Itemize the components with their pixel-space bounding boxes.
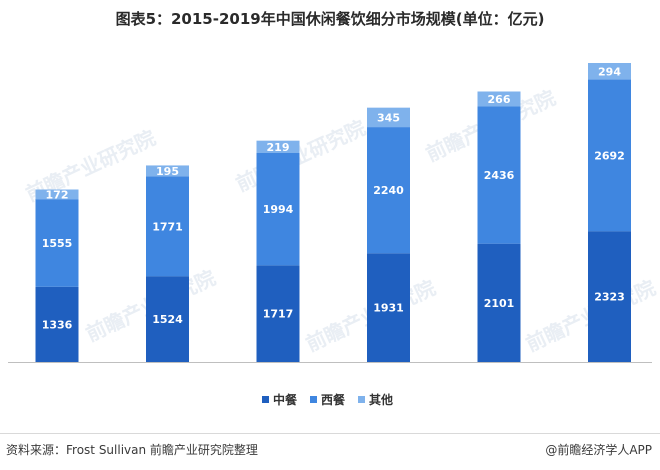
data-label: 1524	[152, 313, 183, 326]
data-label: 2101	[484, 297, 515, 310]
data-label: 2692	[594, 149, 625, 162]
data-label: 345	[377, 111, 400, 124]
bar-segment	[367, 127, 410, 254]
data-label: 1994	[263, 203, 294, 216]
data-label: 219	[267, 141, 290, 154]
bar-segment	[367, 107, 410, 128]
bar-segment	[588, 63, 631, 80]
data-label: 1771	[152, 220, 183, 233]
bar-segment	[146, 276, 189, 362]
data-label: 294	[598, 65, 621, 78]
data-label: 1336	[42, 318, 73, 331]
bar-segment	[256, 265, 300, 362]
legend-label: 西餐	[321, 392, 346, 407]
data-label: 172	[46, 188, 69, 201]
bar-segment	[588, 231, 631, 362]
legend-swatch	[262, 396, 269, 403]
data-label: 195	[156, 165, 179, 178]
bar-segment	[477, 243, 521, 362]
data-label: 1931	[373, 302, 404, 315]
legend-swatch	[358, 396, 365, 403]
chart-title: 图表5：2015-2019年中国休闲餐饮细分市场规模(单位：亿元)	[115, 10, 545, 28]
data-label: 2323	[594, 291, 625, 304]
legend-swatch	[310, 396, 317, 403]
bar-segment	[256, 140, 300, 153]
data-label: 266	[488, 93, 511, 106]
bar-segment	[477, 106, 521, 244]
data-label: 2436	[484, 169, 515, 182]
source-note: 资料来源：Frost Sullivan 前瞻产业研究院整理	[6, 443, 258, 457]
bar-segment	[477, 91, 521, 107]
legend-label: 其他	[369, 392, 393, 407]
legend-label: 中餐	[273, 392, 298, 407]
bar-segment	[35, 189, 79, 200]
bar-segment	[367, 253, 410, 362]
bar-segment	[35, 286, 79, 362]
data-label: 1717	[263, 308, 294, 321]
stacked-bar-chart: 1336 1555 172 1524 1771 195 1717 1994 219 1931 224…	[8, 63, 652, 407]
bar-segment	[35, 199, 79, 287]
data-label: 1555	[42, 237, 73, 250]
bar-segment	[256, 152, 300, 266]
footer-divider	[0, 433, 660, 434]
bar-segment	[588, 79, 631, 232]
brand-credit: @前瞻经济学人APP	[545, 443, 652, 457]
data-label: 2240	[373, 184, 404, 197]
bar-segment	[146, 165, 189, 177]
bar-segment	[146, 176, 189, 277]
